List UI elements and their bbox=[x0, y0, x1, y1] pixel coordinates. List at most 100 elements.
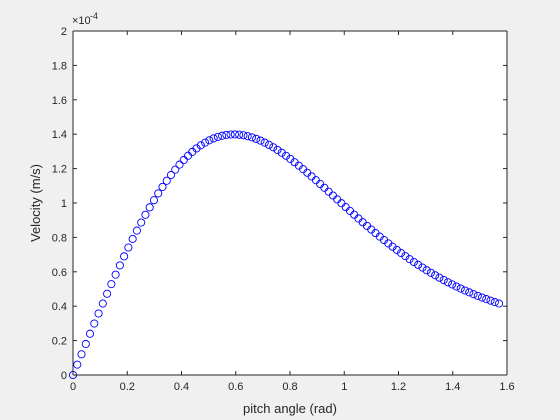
y-tick-label: 0.2 bbox=[52, 336, 67, 348]
data-point bbox=[85, 329, 95, 338]
data-point bbox=[201, 138, 210, 147]
data-point bbox=[397, 249, 406, 258]
y-tick-label: 2 bbox=[61, 26, 67, 38]
data-point bbox=[179, 155, 188, 165]
data-point bbox=[247, 133, 256, 142]
data-point bbox=[218, 131, 227, 140]
data-point bbox=[81, 339, 90, 349]
data-point bbox=[90, 319, 99, 328]
data-point bbox=[273, 145, 282, 154]
data-point bbox=[235, 130, 244, 139]
y-tick-label: 0.6 bbox=[52, 267, 67, 279]
data-point bbox=[256, 136, 265, 145]
data-point bbox=[486, 296, 495, 305]
y-tick-label: 1 bbox=[61, 198, 67, 210]
data-point bbox=[132, 226, 141, 235]
data-point bbox=[94, 309, 103, 318]
data-point bbox=[452, 282, 461, 291]
x-tick-label: 1.2 bbox=[391, 381, 406, 393]
y-tick-label: 1.4 bbox=[52, 129, 67, 141]
y-exponent-base: ×10 bbox=[72, 15, 91, 27]
data-point bbox=[213, 132, 222, 141]
y-tick-label: 0.4 bbox=[52, 301, 67, 313]
data-point bbox=[252, 134, 261, 143]
data-point bbox=[226, 130, 235, 139]
data-point bbox=[141, 210, 150, 219]
data-point bbox=[107, 280, 116, 289]
data-point bbox=[426, 268, 435, 277]
x-tick-label: 1.6 bbox=[499, 381, 514, 393]
x-axis-label: pitch angle (rad) bbox=[243, 401, 337, 416]
y-axis-label: Velocity (m/s) bbox=[28, 164, 43, 242]
data-point bbox=[418, 263, 427, 272]
data-point bbox=[115, 261, 124, 270]
data-point bbox=[196, 141, 205, 150]
data-point bbox=[469, 290, 478, 299]
data-point bbox=[490, 298, 499, 307]
x-tick-label: 0.8 bbox=[282, 381, 297, 393]
y-tick-label: 0.8 bbox=[52, 232, 67, 244]
data-point bbox=[465, 288, 474, 297]
data-point bbox=[414, 260, 423, 269]
data-point bbox=[495, 299, 504, 308]
y-tick-label: 1.6 bbox=[52, 95, 67, 107]
data-point bbox=[239, 131, 248, 140]
data-point bbox=[124, 243, 133, 252]
y-ticks: 0 0.2 0.4 0.6 0.8 1 1.2 1.4 1.6 1.8 2 bbox=[52, 26, 507, 382]
data-point bbox=[205, 136, 214, 145]
data-point bbox=[264, 140, 274, 149]
data-point bbox=[192, 144, 201, 153]
data-point bbox=[111, 270, 120, 279]
data-point bbox=[149, 196, 159, 205]
x-tick-label: 0 bbox=[70, 381, 76, 393]
data-point bbox=[456, 284, 465, 293]
data-point bbox=[73, 360, 82, 369]
x-tick-label: 0.6 bbox=[228, 381, 243, 393]
x-tick-label: 0.4 bbox=[174, 381, 189, 393]
data-point bbox=[166, 170, 176, 180]
data-point bbox=[137, 218, 146, 227]
data-point bbox=[439, 275, 448, 285]
y-tick-label: 1.8 bbox=[52, 60, 67, 72]
data-point bbox=[128, 234, 137, 243]
data-point bbox=[405, 255, 414, 264]
data-point bbox=[435, 273, 444, 282]
data-point bbox=[448, 280, 457, 289]
data-point bbox=[222, 130, 231, 139]
y-exponent-power: -4 bbox=[90, 11, 98, 21]
y-tick-label: 0 bbox=[61, 370, 67, 382]
y-tick-label: 1.2 bbox=[52, 164, 67, 176]
data-point bbox=[473, 291, 482, 300]
data-point bbox=[477, 293, 487, 302]
data-point bbox=[401, 252, 410, 261]
data-point bbox=[443, 278, 453, 287]
data-point bbox=[98, 299, 107, 308]
data-point bbox=[243, 132, 252, 141]
data-point bbox=[154, 189, 163, 198]
data-point bbox=[175, 160, 184, 169]
x-ticks: 0 0.2 0.4 0.6 0.8 1 1.2 1.4 1.6 bbox=[70, 31, 515, 393]
data-point bbox=[431, 271, 440, 280]
x-tick-label: 1.4 bbox=[445, 381, 460, 393]
data-point bbox=[230, 130, 239, 139]
data-point bbox=[277, 148, 286, 157]
data-point bbox=[269, 143, 278, 152]
data-point bbox=[77, 350, 86, 359]
data-point bbox=[103, 289, 112, 298]
x-tick-label: 0.2 bbox=[120, 381, 135, 393]
data-point bbox=[422, 266, 431, 275]
plot-area bbox=[73, 31, 507, 375]
data-markers bbox=[68, 130, 504, 380]
data-point bbox=[409, 257, 418, 267]
data-point bbox=[145, 203, 154, 212]
data-point bbox=[209, 134, 218, 143]
data-point bbox=[162, 176, 171, 185]
data-point bbox=[120, 252, 129, 261]
data-point bbox=[171, 165, 180, 174]
data-point bbox=[260, 138, 269, 147]
data-point bbox=[460, 286, 470, 295]
data-point bbox=[158, 182, 167, 191]
x-tick-label: 1 bbox=[341, 381, 347, 393]
data-point bbox=[482, 295, 491, 304]
